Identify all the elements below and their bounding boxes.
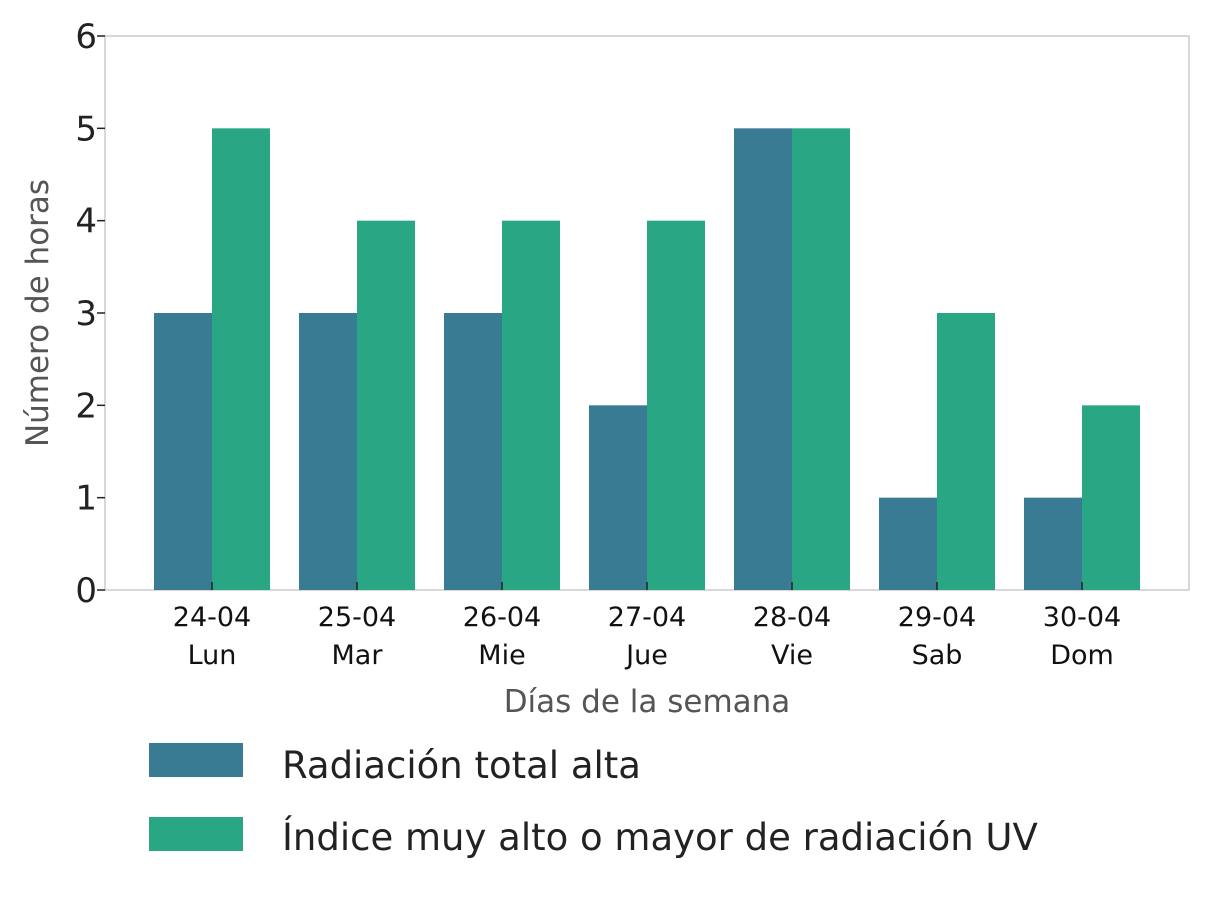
x-tick-label-date: 27-04 xyxy=(608,602,686,633)
x-tick-label-day: Jue xyxy=(624,640,668,671)
y-tick-label: 0 xyxy=(75,571,97,611)
bars xyxy=(154,128,1140,591)
x-tick-label-date: 29-04 xyxy=(898,602,976,633)
bar-series-2-30-04 xyxy=(1082,405,1140,590)
bar-series-2-25-04 xyxy=(357,220,415,590)
y-tick-label: 4 xyxy=(75,202,97,242)
x-tick-label-day: Mie xyxy=(478,640,525,671)
x-tick-label-day: Dom xyxy=(1050,640,1114,671)
bar-series-2-29-04 xyxy=(937,313,995,590)
bar-series-1-29-04 xyxy=(879,497,937,590)
bar-series-1-27-04 xyxy=(589,405,647,590)
y-axis-title: Número de horas xyxy=(20,179,56,447)
legend-swatch-series-2 xyxy=(149,817,243,851)
bar-series-2-28-04 xyxy=(792,128,850,591)
x-tick-label-day: Vie xyxy=(771,640,813,671)
x-tick-label-day: Sab xyxy=(912,640,963,671)
x-tick-label-day: Lun xyxy=(188,640,237,671)
x-tick-label-date: 25-04 xyxy=(318,602,396,633)
x-axis: 24-04 Lun 25-04 Mar 26-04 Mie 27-04 Jue 28-04 Vie… xyxy=(173,582,1121,671)
bar-series-1-26-04 xyxy=(444,313,502,590)
x-tick-label-date: 28-04 xyxy=(753,602,831,633)
y-tick-label: 6 xyxy=(75,17,97,57)
bar-series-1-25-04 xyxy=(299,313,357,590)
legend-label-series-1: Radiación total alta xyxy=(282,744,641,787)
x-tick-label-day: Mar xyxy=(332,640,384,671)
legend: Radiación total alta Índice muy alto o m… xyxy=(149,743,1038,859)
bar-series-2-27-04 xyxy=(647,220,705,590)
legend-label-series-2: Índice muy alto o mayor de radiación UV xyxy=(282,815,1038,859)
legend-swatch-series-1 xyxy=(149,743,243,777)
y-tick-label: 1 xyxy=(75,479,97,519)
bar-series-1-28-04 xyxy=(734,128,792,591)
bar-series-2-24-04 xyxy=(212,128,270,591)
y-axis: 0 1 2 3 4 5 6 xyxy=(75,17,105,611)
bar-series-1-30-04 xyxy=(1024,497,1082,590)
y-tick-label: 5 xyxy=(75,109,97,149)
y-tick-label: 3 xyxy=(75,294,97,334)
bar-series-1-24-04 xyxy=(154,313,212,590)
y-tick-label: 2 xyxy=(75,386,97,426)
x-tick-label-date: 24-04 xyxy=(173,602,251,633)
x-tick-label-date: 26-04 xyxy=(463,602,541,633)
x-tick-label-date: 30-04 xyxy=(1043,602,1121,633)
bar-series-2-26-04 xyxy=(502,220,560,590)
x-axis-title: Días de la semana xyxy=(504,684,791,720)
